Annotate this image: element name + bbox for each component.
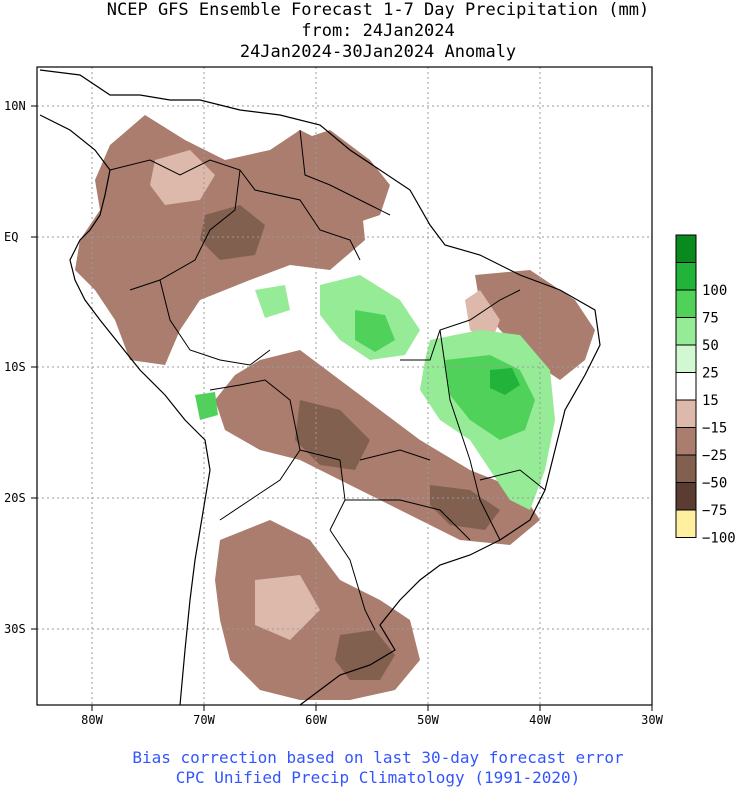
- dry-region-guianas: [300, 130, 390, 225]
- dry-core-uruguay: [335, 630, 395, 680]
- legend-swatch: [675, 454, 697, 483]
- wet-patch-peru: [255, 285, 290, 318]
- graticule: [37, 67, 652, 705]
- map-frame: [36, 66, 653, 706]
- legend-label: −50: [702, 476, 727, 492]
- lat-label-10n: 10N: [4, 99, 26, 113]
- legend-swatch: [675, 509, 697, 538]
- legend-swatch: [675, 427, 697, 456]
- lon-label-80w: 80W: [81, 713, 103, 727]
- axis-ticks: [31, 105, 653, 711]
- legend-swatch: [675, 482, 697, 511]
- legend-label: 100: [702, 283, 727, 299]
- legend-label: −100: [702, 531, 736, 547]
- latitude-labels: 10N EQ 10S 20S 30S: [4, 99, 26, 636]
- country-borders: [109, 129, 546, 631]
- footer-bias-note: Bias correction based on last 30-day for…: [132, 748, 624, 767]
- lat-label-eq: EQ: [4, 230, 18, 244]
- coastlines: [39, 69, 601, 706]
- legend-label: 50: [702, 338, 719, 354]
- forecast-from-date: from: 24Jan2024: [301, 21, 455, 41]
- lon-label-70w: 70W: [193, 713, 215, 727]
- dry-core-southeast: [430, 485, 500, 530]
- lon-label-50w: 50W: [417, 713, 439, 727]
- longitude-labels: 80W 70W 60W 50W 40W 30W: [81, 713, 663, 727]
- dry-core-amazon-north: [200, 205, 265, 260]
- legend-label: 75: [702, 311, 719, 327]
- wet-core-central-amazon: [355, 310, 395, 352]
- legend-label: 25: [702, 366, 719, 382]
- legend-swatch: [675, 262, 697, 291]
- legend-swatch: [675, 372, 697, 401]
- lat-label-30s: 30S: [4, 622, 26, 636]
- legend-swatch: [675, 289, 697, 318]
- lat-label-10s: 10S: [4, 360, 26, 374]
- legend-swatch: [675, 234, 697, 263]
- lon-label-40w: 40W: [529, 713, 551, 727]
- south-america-coastline: [39, 69, 601, 706]
- dry-patch-colombia: [150, 150, 215, 205]
- lon-label-30w: 30W: [641, 713, 663, 727]
- map-title: NCEP GFS Ensemble Forecast 1-7 Day Preci…: [106, 0, 650, 20]
- legend-label: −15: [702, 421, 727, 437]
- anomaly-shading: [75, 115, 595, 700]
- legend-label: 15: [702, 393, 719, 409]
- dry-core-central: [295, 400, 370, 470]
- legend-label: −75: [702, 503, 727, 519]
- legend-swatch: [675, 317, 697, 346]
- legend-swatch: [675, 399, 697, 428]
- legend-label: −25: [702, 448, 727, 464]
- color-legend: 100 75 50 25 15 −15 −25 −50 −75 −100: [675, 234, 736, 547]
- dry-patch-argentina: [255, 575, 320, 640]
- forecast-period: 24Jan2024-30Jan2024 Anomaly: [239, 42, 517, 62]
- footer-climatology-note: CPC Unified Precip Climatology (1991-202…: [175, 768, 581, 787]
- lat-label-20s: 20S: [4, 491, 26, 505]
- wet-max-east-brazil: [490, 368, 520, 395]
- legend-swatch: [675, 344, 697, 373]
- lon-label-60w: 60W: [305, 713, 327, 727]
- wet-patch-bolivia: [195, 392, 218, 420]
